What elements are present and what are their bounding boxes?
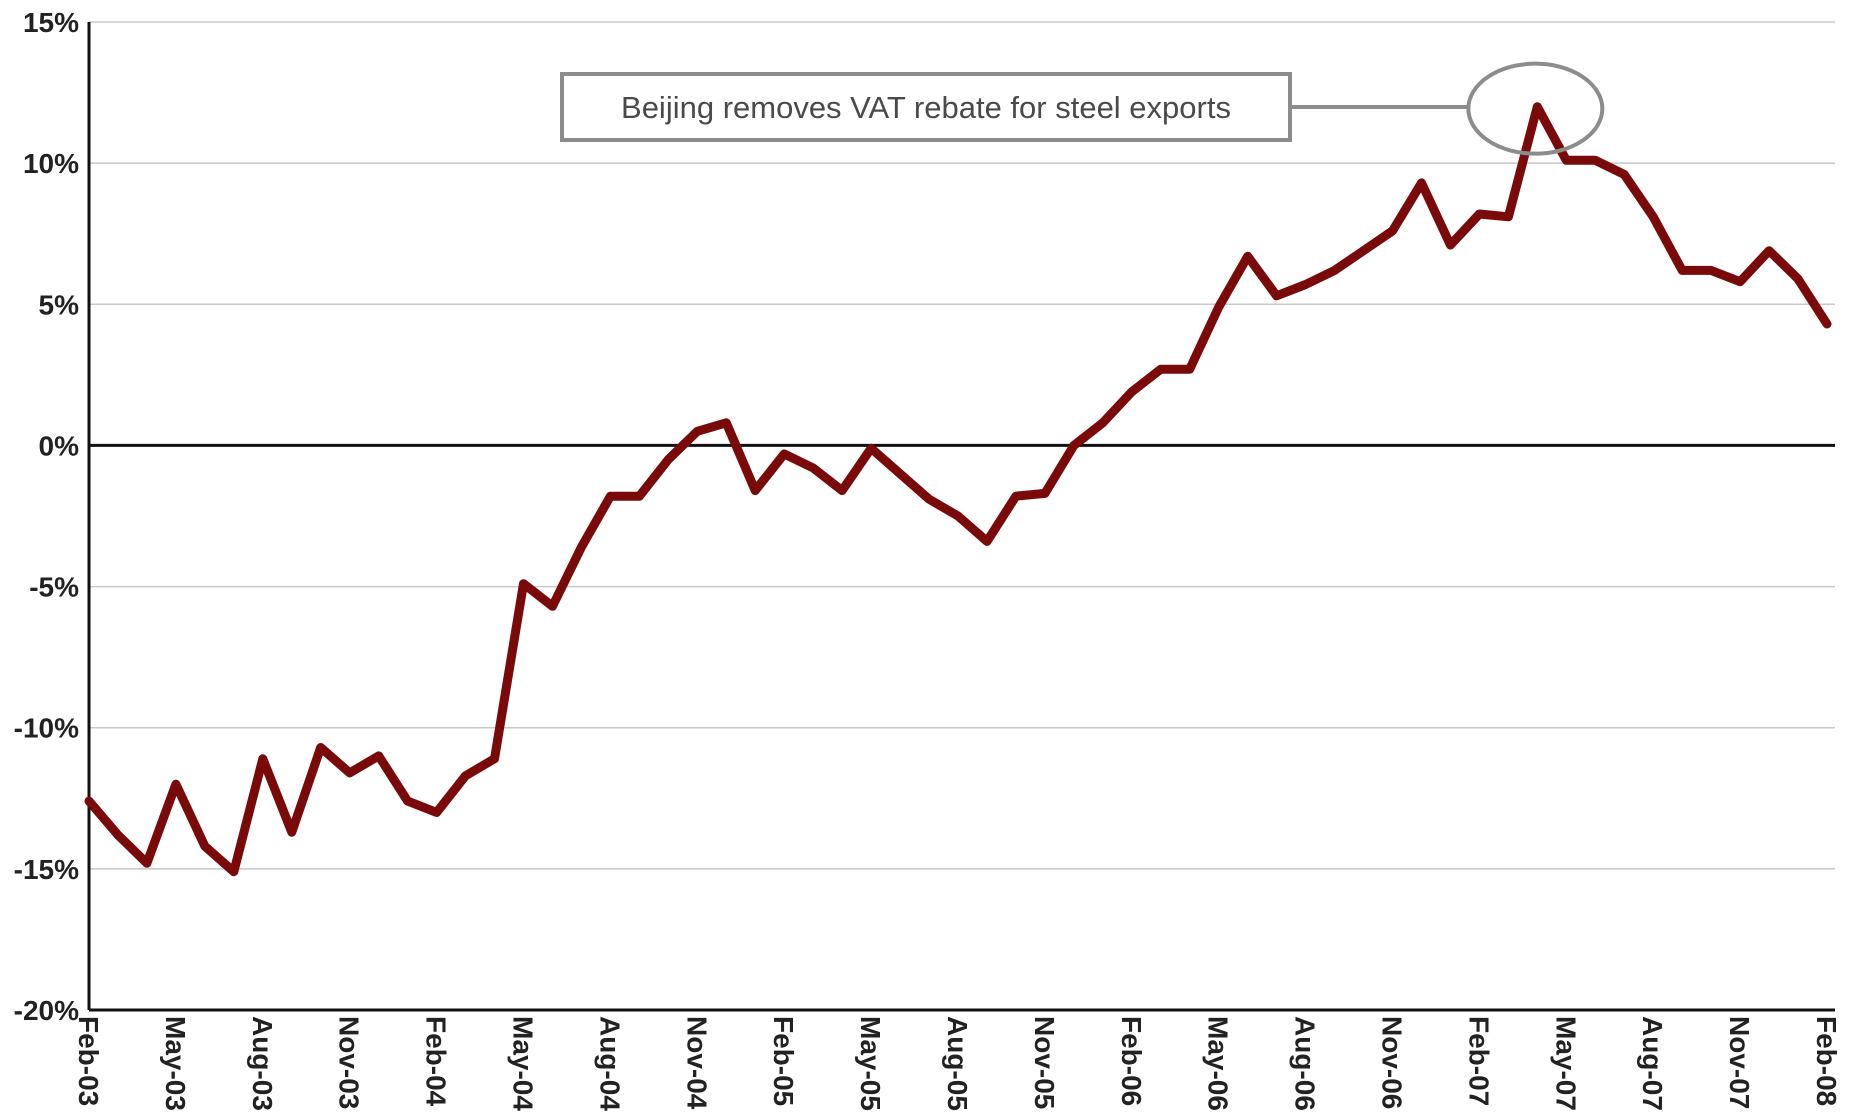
- x-tick-labels: Feb-03 May-03 Aug-03 Nov-03 Feb-04 May-04 Aug-…: [73, 1016, 1842, 1111]
- series-line: [84, 102, 1832, 877]
- annotation-highlight-circle: [1466, 61, 1605, 156]
- y-tick-label: 10%: [23, 148, 79, 179]
- axes: [87, 22, 1835, 1012]
- series-layer: [84, 102, 1832, 877]
- x-tick-label: Nov-05: [1029, 1016, 1060, 1109]
- annotation-text: Beijing removes VAT rebate for steel exp…: [621, 90, 1231, 125]
- x-tick-label: Feb-04: [421, 1016, 452, 1107]
- x-tick-label: May-03: [160, 1016, 191, 1111]
- x-tick-label: Aug-04: [594, 1016, 625, 1111]
- gridlines: [89, 21, 1835, 870]
- annotation-box: [560, 72, 1292, 142]
- x-tick-label: Aug-03: [247, 1016, 278, 1111]
- x-tick-label: Aug-07: [1637, 1016, 1668, 1111]
- x-tick-label: Nov-06: [1377, 1016, 1408, 1109]
- y-tick-label: -15%: [14, 854, 79, 885]
- y-tick-label: 15%: [23, 7, 79, 38]
- annotation: Beijing removes VAT rebate for steel exp…: [560, 61, 1605, 156]
- x-tick-label: May-04: [508, 1016, 539, 1111]
- x-tick-label: May-07: [1550, 1016, 1581, 1111]
- x-tick-label: Nov-04: [681, 1016, 712, 1110]
- y-tick-label: -20%: [14, 995, 79, 1026]
- x-tick-label: May-06: [1203, 1016, 1234, 1111]
- x-tick-label: Feb-07: [1463, 1016, 1494, 1106]
- y-tick-label: -10%: [14, 713, 79, 744]
- y-tick-label: 0%: [39, 430, 80, 461]
- x-tick-label: Feb-05: [768, 1016, 799, 1106]
- y-tick-label: -5%: [29, 572, 79, 603]
- x-tick-label: May-05: [855, 1016, 886, 1111]
- x-tick-label: Feb-06: [1116, 1016, 1147, 1106]
- x-tick-label: Nov-03: [334, 1016, 365, 1109]
- x-tick-label: Feb-08: [1811, 1016, 1842, 1106]
- x-tick-label: Aug-05: [942, 1016, 973, 1111]
- x-tick-label: Aug-06: [1290, 1016, 1321, 1111]
- x-tick-label: Nov-07: [1724, 1016, 1755, 1109]
- x-tick-label: Feb-03: [73, 1016, 104, 1106]
- y-tick-label: 5%: [39, 289, 80, 320]
- y-tick-labels: 15% 10% 5% 0% -5% -10% -15% -20%: [14, 7, 79, 1026]
